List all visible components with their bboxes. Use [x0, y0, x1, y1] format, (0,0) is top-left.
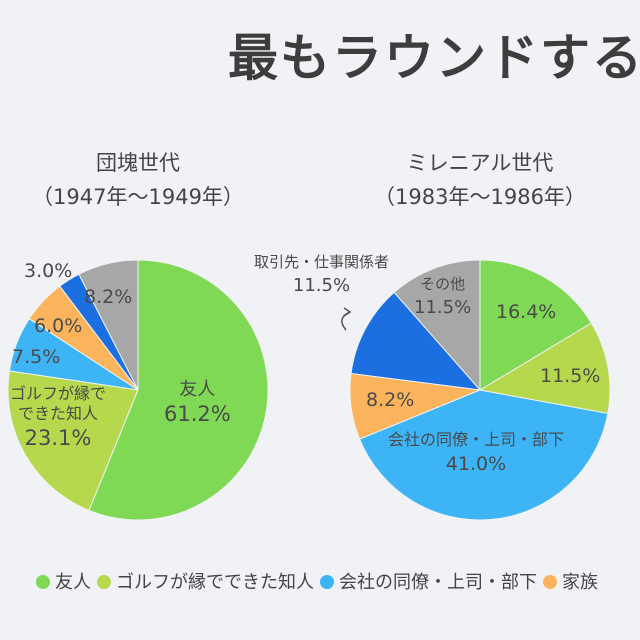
legend-dot-icon	[36, 575, 50, 589]
legend-item-golf: ゴルフが縁でできた知人	[97, 568, 314, 594]
right-pie-heading: ミレニアル世代 （1983年〜1986年）	[362, 146, 598, 214]
left-label-family: 6.0%	[34, 315, 83, 337]
right-label-golf: 11.5%	[540, 365, 601, 387]
right-pie-title: ミレニアル世代	[406, 151, 554, 175]
left-label-company: 7.5%	[12, 346, 61, 368]
right-label-family: 8.2%	[366, 389, 415, 411]
pie0-slice-0	[88, 259, 269, 521]
right-label-friend: 16.4%	[496, 301, 557, 323]
legend-dot-icon	[543, 575, 557, 589]
pie0-slice-1	[7, 370, 139, 512]
chart-title: 最もラウンドする	[228, 29, 640, 87]
left-label-client: 3.0%	[24, 260, 73, 282]
left-pie-heading: 団塊世代 （1947年〜1949年）	[20, 146, 256, 214]
left-pie-subtitle: （1947年〜1949年）	[32, 185, 244, 209]
pie1-slice-0	[479, 259, 593, 391]
left-label-friend: 友人 61.2%	[164, 379, 231, 426]
callout-arrowhead	[343, 307, 352, 317]
legend-item-friend: 友人	[36, 568, 91, 594]
pie1-slice-5	[393, 259, 481, 392]
right-label-client: 取引先・仕事関係者 11.5%	[254, 253, 390, 296]
legend-dot-icon	[97, 575, 111, 589]
legend-item-family: 家族	[543, 568, 598, 594]
left-pie-title: 団塊世代	[96, 151, 180, 175]
right-pie-subtitle: （1983年〜1986年）	[374, 185, 586, 209]
pie1-slice-2	[358, 389, 609, 521]
legend-item-company: 会社の同僚・上司・部下	[320, 568, 537, 594]
pie1-slice-1	[478, 322, 611, 414]
right-label-company: 会社の同僚・上司・部下 41.0%	[388, 430, 565, 475]
pie1-slice-4	[350, 291, 482, 391]
right-label-other: その他 11.5%	[414, 275, 472, 318]
legend: 友人 ゴルフが縁でできた知人 会社の同僚・上司・部下 家族	[36, 568, 598, 594]
left-label-golf: ゴルフが縁で できた知人 23.1%	[10, 384, 107, 450]
left-label-other: 8.2%	[84, 286, 133, 308]
legend-dot-icon	[320, 575, 334, 589]
